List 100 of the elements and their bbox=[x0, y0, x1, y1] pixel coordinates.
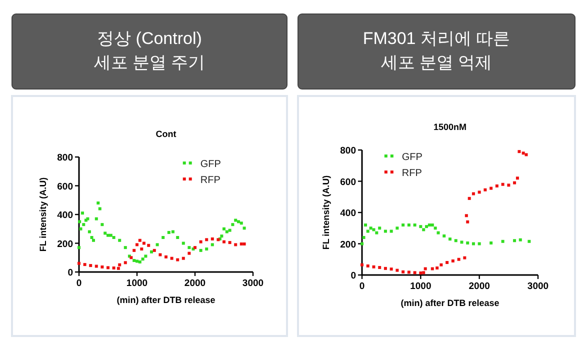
point bbox=[390, 230, 393, 233]
point bbox=[79, 227, 82, 230]
point bbox=[240, 222, 243, 225]
point bbox=[372, 228, 376, 232]
point bbox=[124, 261, 127, 264]
point bbox=[109, 234, 112, 237]
legend-label: RFP bbox=[200, 175, 221, 186]
point bbox=[501, 182, 504, 186]
point bbox=[182, 256, 185, 260]
x-axis-title: (min) after DTB release bbox=[400, 298, 500, 308]
point bbox=[478, 190, 481, 194]
point bbox=[440, 263, 443, 266]
legend-label: GFP bbox=[402, 152, 423, 163]
point bbox=[516, 176, 519, 180]
point bbox=[396, 268, 399, 272]
point bbox=[378, 266, 382, 269]
x-axis-title: (min) after DTB release bbox=[116, 295, 216, 305]
point bbox=[234, 243, 238, 246]
legend-label: GFP bbox=[200, 159, 222, 170]
point bbox=[513, 239, 516, 242]
point bbox=[490, 241, 493, 244]
chart-title: 정상 (Control) 세포 분열 주기 bbox=[94, 29, 206, 72]
point bbox=[228, 228, 232, 232]
point bbox=[152, 248, 156, 252]
point bbox=[369, 226, 372, 230]
point bbox=[364, 224, 368, 226]
point bbox=[83, 263, 86, 266]
y-tick-label: 200 bbox=[340, 239, 356, 250]
point bbox=[170, 256, 174, 260]
point bbox=[468, 196, 471, 200]
y-tick-label: 200 bbox=[57, 238, 73, 250]
point bbox=[225, 230, 228, 234]
point bbox=[188, 246, 191, 250]
point bbox=[454, 239, 458, 242]
x-tick-label: 3000 bbox=[242, 278, 264, 289]
point bbox=[141, 258, 144, 261]
point bbox=[484, 188, 487, 192]
point bbox=[116, 266, 120, 270]
x-tick-label: 1000 bbox=[126, 278, 148, 289]
point bbox=[478, 242, 481, 246]
point bbox=[446, 261, 449, 264]
x-tick-label: 1000 bbox=[410, 281, 432, 292]
point bbox=[495, 184, 498, 188]
point bbox=[528, 240, 531, 243]
point bbox=[422, 228, 426, 232]
point bbox=[88, 230, 91, 234]
point bbox=[144, 254, 148, 258]
point bbox=[176, 236, 180, 239]
point bbox=[136, 243, 138, 246]
legend-label: RFP bbox=[402, 168, 422, 179]
point bbox=[176, 258, 180, 262]
point bbox=[104, 232, 107, 235]
point bbox=[205, 248, 208, 250]
point bbox=[402, 270, 405, 274]
point bbox=[156, 243, 159, 246]
point bbox=[167, 230, 170, 234]
point bbox=[136, 260, 138, 263]
point bbox=[171, 230, 174, 234]
point bbox=[490, 186, 493, 190]
point bbox=[425, 225, 428, 228]
x-tick-label: 2000 bbox=[184, 278, 206, 289]
y-tick-label: 400 bbox=[340, 208, 356, 219]
point bbox=[98, 207, 102, 210]
point bbox=[457, 258, 460, 261]
point bbox=[434, 226, 437, 230]
y-tick-label: 400 bbox=[57, 210, 73, 221]
point bbox=[100, 265, 104, 268]
point bbox=[466, 241, 470, 244]
point bbox=[402, 224, 405, 226]
y-tick-label: 800 bbox=[340, 146, 356, 156]
point bbox=[124, 246, 127, 250]
point bbox=[407, 270, 410, 274]
point bbox=[210, 237, 214, 240]
point bbox=[78, 246, 80, 250]
y-axis-title: FL intensity (A.U) bbox=[321, 175, 331, 250]
point bbox=[460, 240, 464, 244]
point bbox=[375, 231, 378, 234]
point bbox=[428, 224, 431, 226]
point bbox=[132, 259, 136, 262]
point bbox=[90, 236, 94, 239]
point bbox=[360, 242, 364, 246]
point bbox=[422, 271, 426, 274]
x-tick-label: 3000 bbox=[527, 281, 549, 292]
point bbox=[430, 224, 434, 226]
y-tick-label: 600 bbox=[340, 176, 356, 188]
point bbox=[78, 220, 82, 224]
point bbox=[112, 266, 116, 270]
point bbox=[472, 242, 475, 246]
x-tick-label: 2000 bbox=[468, 281, 490, 292]
point bbox=[132, 248, 136, 252]
point bbox=[424, 267, 427, 270]
point bbox=[384, 266, 387, 270]
y-tick-label: 0 bbox=[350, 270, 356, 282]
point bbox=[150, 250, 153, 254]
point bbox=[419, 225, 422, 228]
point bbox=[118, 263, 122, 266]
point bbox=[162, 236, 165, 239]
chart-title: FM301 처리에 따른 세포 분열 억제 bbox=[362, 29, 510, 72]
point bbox=[463, 256, 466, 260]
point bbox=[158, 253, 162, 256]
